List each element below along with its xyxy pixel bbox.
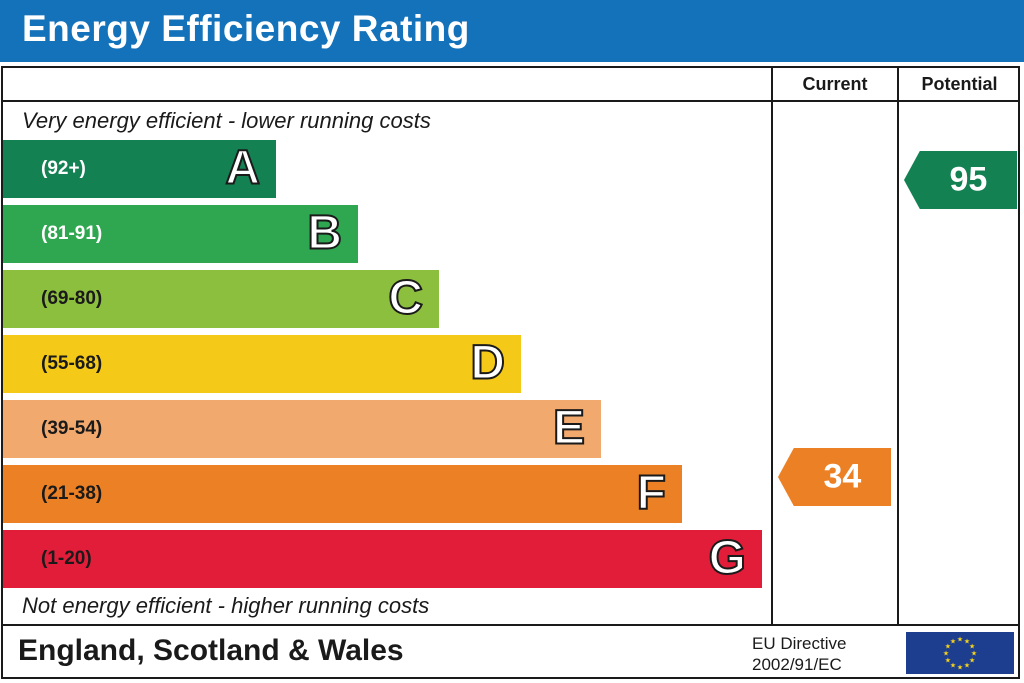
eu-flag-icon: ★ ★★★★★★★★★★★	[906, 632, 1014, 674]
band-d-letter: D	[469, 335, 506, 390]
eu-star-icon: ★	[943, 650, 949, 658]
band-c: (69-80) C	[3, 270, 439, 328]
band-c-range: (69-80)	[41, 288, 103, 309]
band-g-range: (1-20)	[41, 548, 92, 569]
band-e: (39-54) E	[3, 400, 601, 458]
band-c-letter: C	[387, 270, 424, 325]
eu-star-icon: ★	[964, 637, 970, 645]
band-a: (92+) A	[3, 140, 276, 198]
potential-rating-value: 95	[949, 160, 988, 199]
potential-rating-arrow: 95	[904, 151, 1017, 209]
eu-directive-text: EU Directive 2002/91/EC	[752, 633, 846, 675]
eu-star-icon: ★	[945, 643, 951, 651]
eu-star-icon: ★	[957, 636, 963, 644]
column-header-potential: Potential	[921, 74, 998, 94]
band-f-range: (21-38)	[41, 483, 103, 504]
band-d: (55-68) D	[3, 335, 521, 393]
eu-star-icon: ★	[945, 657, 951, 665]
note-not-efficient: Not energy efficient - higher running co…	[22, 593, 430, 618]
page-title: Energy Efficiency Rating	[22, 8, 470, 49]
eu-directive-line1: EU Directive	[752, 634, 847, 653]
current-rating-value: 34	[823, 457, 862, 496]
eu-star-icon: ★	[950, 662, 956, 670]
eu-star-icon: ★	[950, 637, 956, 645]
band-f: (21-38) F	[3, 465, 682, 523]
band-d-range: (55-68)	[41, 353, 103, 374]
eu-star-icon: ★	[969, 643, 975, 651]
header-row-divider	[1, 100, 1020, 102]
column-divider-potential	[897, 66, 899, 626]
band-g: (1-20) G	[3, 530, 762, 588]
eu-directive-line2: 2002/91/EC	[752, 655, 842, 674]
chart-frame	[1, 66, 1020, 679]
eu-star-icon: ★	[971, 650, 977, 658]
band-b: (81-91) B	[3, 205, 358, 263]
header-bar: Energy Efficiency Rating	[0, 0, 1024, 62]
footer-divider	[1, 624, 1020, 626]
band-a-letter: A	[224, 140, 261, 195]
eu-star-icon: ★	[964, 662, 970, 670]
band-a-range: (92+)	[41, 158, 86, 179]
band-e-letter: E	[552, 400, 586, 455]
band-f-letter: F	[636, 465, 667, 520]
note-very-efficient: Very energy efficient - lower running co…	[22, 108, 431, 133]
footer-region: England, Scotland & Wales	[18, 634, 404, 667]
band-e-range: (39-54)	[41, 418, 103, 439]
band-b-letter: B	[306, 205, 343, 260]
eu-star-icon: ★	[957, 664, 963, 672]
current-rating-arrow: 34	[778, 448, 891, 506]
band-g-letter: G	[708, 530, 747, 585]
column-header-current: Current	[802, 74, 868, 94]
band-b-range: (81-91)	[41, 223, 103, 244]
eu-star-icon: ★	[969, 657, 975, 665]
column-divider-current	[771, 66, 773, 626]
